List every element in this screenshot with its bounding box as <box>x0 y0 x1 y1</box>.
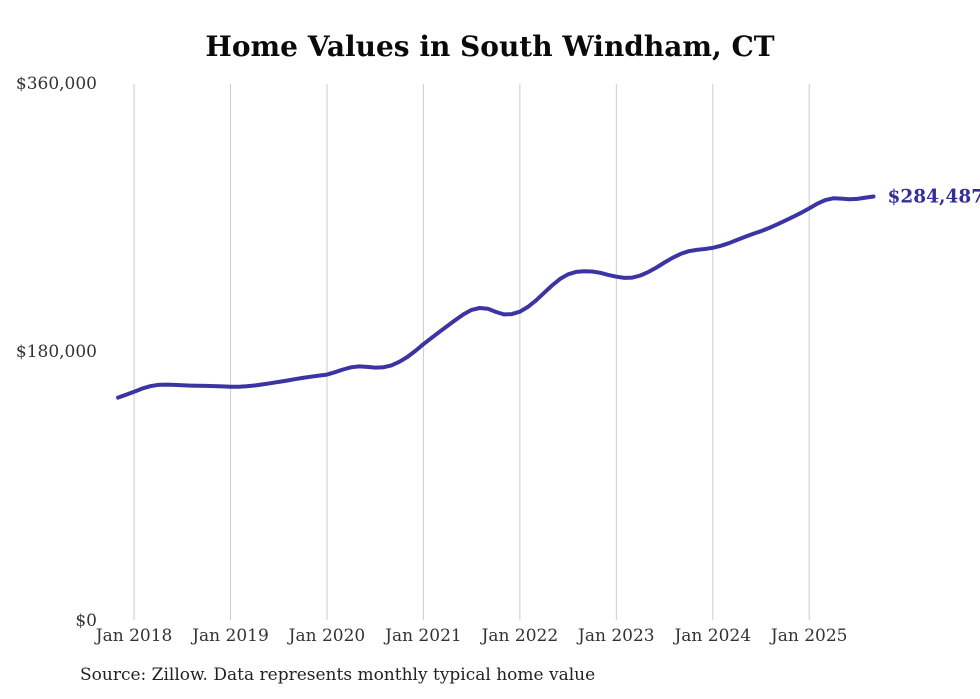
x-axis-label: Jan 2018 <box>95 626 173 646</box>
chart-title: Home Values in South Windham, CT <box>205 30 775 63</box>
x-axis-label: Jan 2020 <box>288 626 366 646</box>
y-axis-label: $0 <box>75 610 97 631</box>
source-note: Source: Zillow. Data represents monthly … <box>80 665 596 685</box>
latest-value-label: $284,487 <box>887 186 980 208</box>
y-axis-label: $360,000 <box>15 74 97 94</box>
x-axis-label: Jan 2023 <box>578 626 655 646</box>
y-axis-label: $180,000 <box>15 342 97 363</box>
x-axis-label: Jan 2022 <box>481 626 559 646</box>
x-axis-label: Jan 2024 <box>674 626 752 646</box>
x-axis-label: Jan 2021 <box>385 626 462 646</box>
home-value-line <box>116 194 876 400</box>
x-axis-label: Jan 2025 <box>770 626 848 646</box>
x-axis-label: Jan 2019 <box>192 626 269 646</box>
